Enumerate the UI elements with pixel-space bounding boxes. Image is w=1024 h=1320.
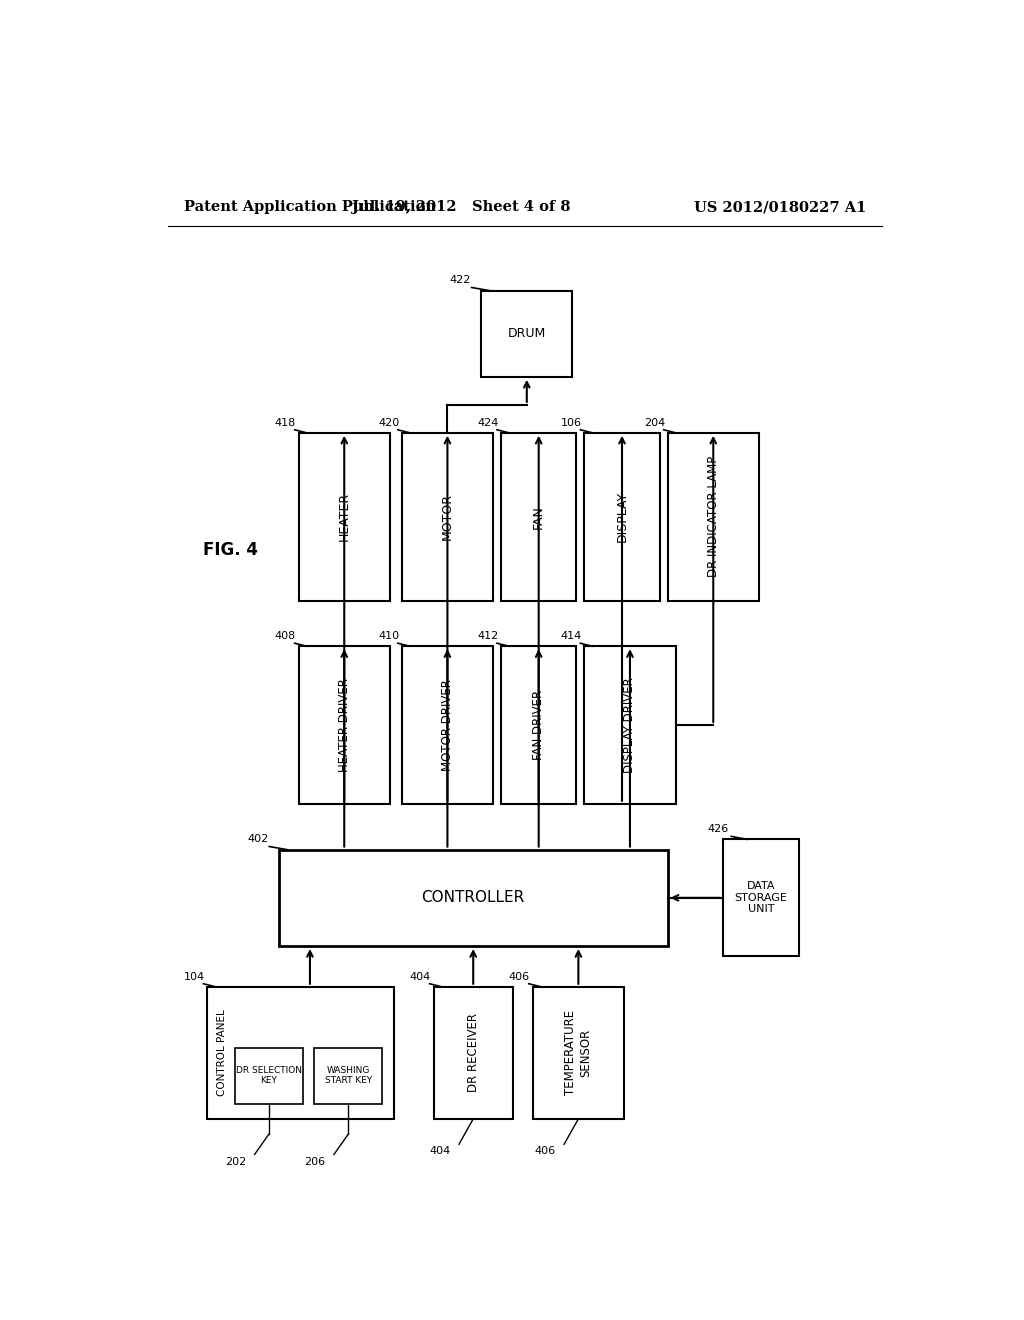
Text: DISPLAY DRIVER: DISPLAY DRIVER <box>624 677 637 774</box>
Text: DRUM: DRUM <box>508 327 546 341</box>
FancyBboxPatch shape <box>532 987 624 1119</box>
Text: 202: 202 <box>225 1156 247 1167</box>
Text: DATA
STORAGE
UNIT: DATA STORAGE UNIT <box>734 882 787 915</box>
FancyBboxPatch shape <box>299 647 390 804</box>
Text: 402: 402 <box>247 834 268 845</box>
Text: FAN: FAN <box>532 504 545 528</box>
Text: 426: 426 <box>708 824 729 834</box>
Text: 404: 404 <box>430 1146 451 1156</box>
Text: 204: 204 <box>644 417 666 428</box>
Text: 406: 406 <box>509 972 530 982</box>
Text: FAN DRIVER: FAN DRIVER <box>532 690 545 760</box>
Text: MOTOR: MOTOR <box>441 494 454 540</box>
FancyBboxPatch shape <box>433 987 513 1119</box>
Text: HEATER: HEATER <box>338 492 351 541</box>
Text: 406: 406 <box>535 1146 556 1156</box>
Text: 410: 410 <box>378 631 399 642</box>
Text: Patent Application Publication: Patent Application Publication <box>183 201 435 214</box>
Text: 414: 414 <box>560 631 582 642</box>
Text: DR RECEIVER: DR RECEIVER <box>467 1014 479 1093</box>
FancyBboxPatch shape <box>481 290 572 378</box>
Text: 206: 206 <box>304 1156 326 1167</box>
FancyBboxPatch shape <box>501 647 577 804</box>
Text: DR SELECTION
KEY: DR SELECTION KEY <box>236 1067 302 1085</box>
FancyBboxPatch shape <box>401 433 494 601</box>
Text: US 2012/0180227 A1: US 2012/0180227 A1 <box>693 201 866 214</box>
Text: DR INDICATOR LAMP: DR INDICATOR LAMP <box>707 455 720 577</box>
Text: 420: 420 <box>378 417 399 428</box>
FancyBboxPatch shape <box>723 840 799 956</box>
Text: MOTOR DRIVER: MOTOR DRIVER <box>441 678 454 771</box>
Text: 412: 412 <box>477 631 499 642</box>
Text: 424: 424 <box>477 417 499 428</box>
Text: 422: 422 <box>450 276 471 285</box>
Text: CONTROL PANEL: CONTROL PANEL <box>217 1010 226 1096</box>
FancyBboxPatch shape <box>401 647 494 804</box>
FancyBboxPatch shape <box>585 433 659 601</box>
Text: CONTROLLER: CONTROLLER <box>422 890 525 906</box>
FancyBboxPatch shape <box>501 433 577 601</box>
Text: 408: 408 <box>274 631 296 642</box>
FancyBboxPatch shape <box>314 1048 382 1104</box>
FancyBboxPatch shape <box>585 647 676 804</box>
Text: 418: 418 <box>274 417 296 428</box>
FancyBboxPatch shape <box>668 433 759 601</box>
FancyBboxPatch shape <box>279 850 668 946</box>
Text: WASHING
START KEY: WASHING START KEY <box>325 1067 372 1085</box>
Text: TEMPERATURE
SENSOR: TEMPERATURE SENSOR <box>564 1010 592 1096</box>
Text: 104: 104 <box>183 972 205 982</box>
Text: DISPLAY: DISPLAY <box>615 491 629 543</box>
Text: 106: 106 <box>560 417 582 428</box>
Text: HEATER DRIVER: HEATER DRIVER <box>338 678 351 772</box>
FancyBboxPatch shape <box>207 987 394 1119</box>
FancyBboxPatch shape <box>299 433 390 601</box>
Text: Jul. 19, 2012   Sheet 4 of 8: Jul. 19, 2012 Sheet 4 of 8 <box>352 201 570 214</box>
Text: 404: 404 <box>410 972 431 982</box>
Text: FIG. 4: FIG. 4 <box>204 541 258 558</box>
FancyBboxPatch shape <box>236 1048 303 1104</box>
